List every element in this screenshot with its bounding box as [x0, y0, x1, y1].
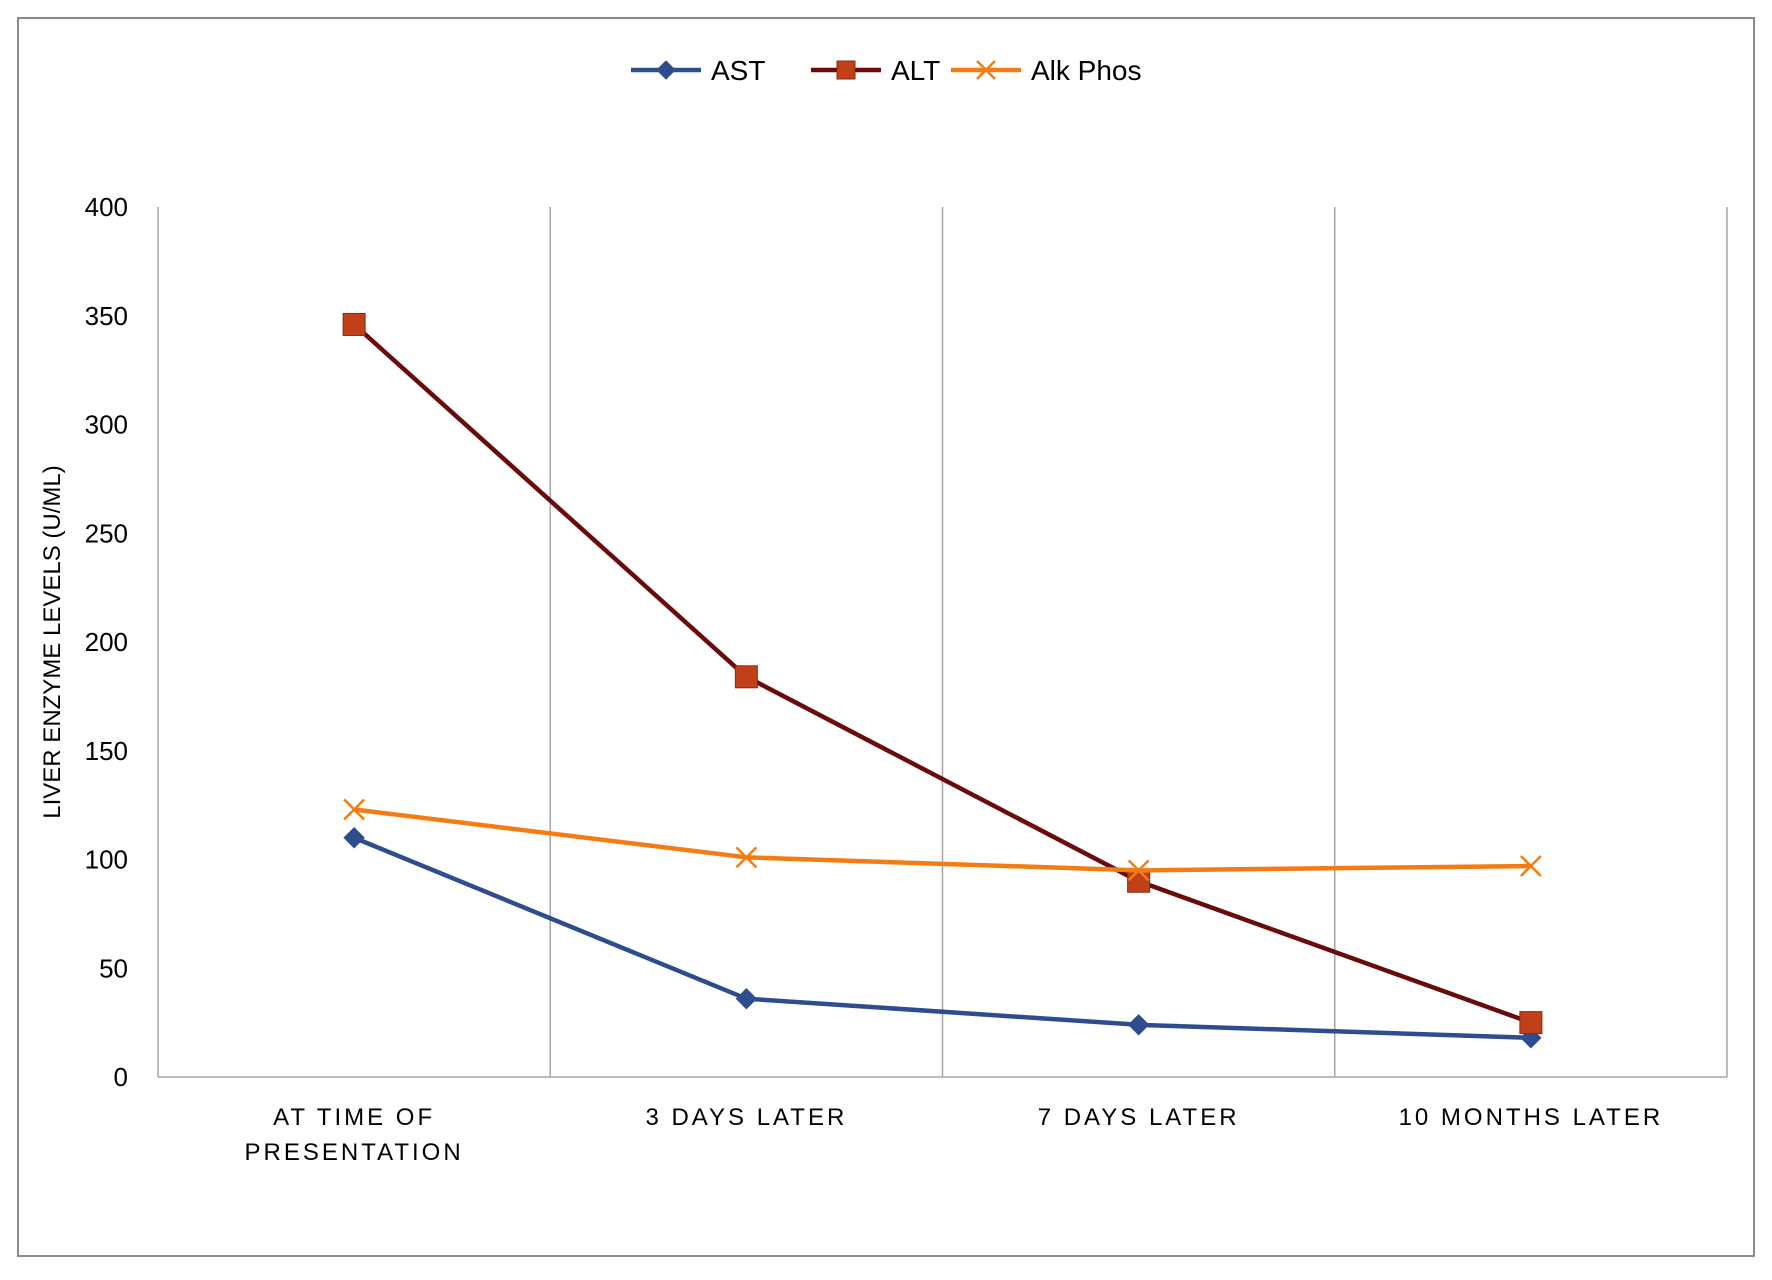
marker-diamond: [343, 827, 365, 849]
y-tick-label: 200: [85, 627, 128, 657]
x-tick-label: 10 MONTHS LATER: [1399, 1104, 1664, 1131]
y-tick-label: 400: [85, 192, 128, 222]
legend-item: AST: [631, 55, 765, 86]
y-tick-label: 150: [85, 736, 128, 766]
series-ast: [343, 827, 1542, 1049]
marker-x: [1127, 859, 1150, 882]
legend-item: Alk Phos: [951, 55, 1142, 86]
y-tick-label: 50: [99, 953, 128, 983]
x-tick-label: 7 DAYS LATER: [1038, 1104, 1240, 1131]
legend-item: ALT: [811, 55, 940, 86]
marker-x: [343, 798, 366, 821]
y-tick-label: 350: [85, 301, 128, 331]
y-tick-label: 250: [85, 518, 128, 548]
series-layer: [342, 312, 1543, 1049]
marker-square: [342, 312, 366, 336]
chart-border: [17, 17, 1755, 1257]
marker-diamond: [1127, 1014, 1150, 1036]
legend-label: ALT: [891, 55, 940, 86]
y-axis-ticks: 0 50 100 150 200 250 300 350 400: [85, 192, 128, 1092]
x-axis-ticks: AT TIME OF PRESENTATION 3 DAYS LATER 7 DAYS…: [245, 1104, 1664, 1166]
marker-x: [976, 60, 996, 80]
y-tick-label: 100: [85, 845, 128, 875]
y-tick-label: 0: [114, 1062, 128, 1092]
marker-diamond: [656, 60, 676, 80]
marker-square: [836, 60, 856, 80]
series-alt: [342, 312, 1543, 1035]
legend: AST ALT Alk Phos: [631, 55, 1142, 86]
x-tick-label: 3 DAYS LATER: [645, 1104, 847, 1131]
marker-diamond: [735, 987, 758, 1010]
grid: [157, 207, 1728, 1078]
series-line: [353, 807, 1531, 873]
marker-square: [734, 665, 758, 689]
marker-square: [1519, 1011, 1543, 1035]
legend-label: AST: [711, 55, 765, 86]
y-tick-label: 300: [85, 410, 128, 440]
marker-x: [1519, 855, 1542, 877]
series-line: [353, 835, 1531, 1041]
series-alk-phos: [343, 798, 1542, 882]
legend-label: Alk Phos: [1031, 55, 1142, 86]
marker-square: [1127, 869, 1151, 893]
y-axis-label: LIVER ENZYME LEVELS (U/ML): [39, 465, 66, 818]
x-tick-label: AT TIME OF PRESENTATION: [245, 1104, 464, 1166]
marker-x: [735, 846, 758, 869]
series-line: [352, 322, 1532, 1025]
